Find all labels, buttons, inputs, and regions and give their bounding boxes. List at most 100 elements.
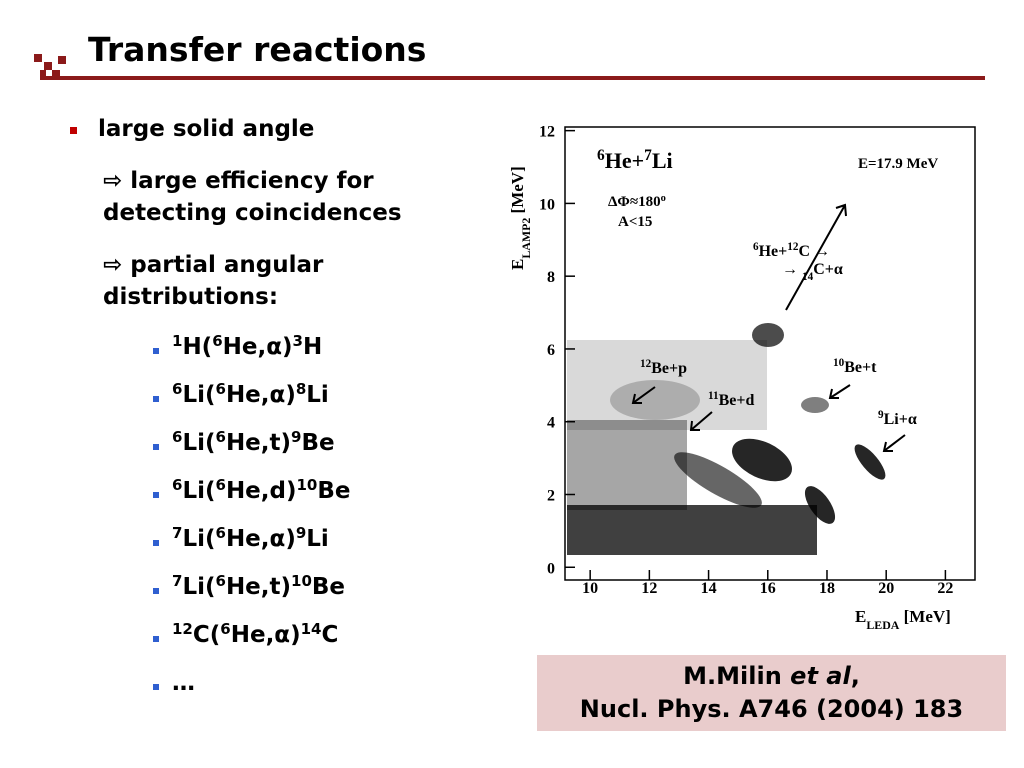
- reaction: 7Li(6He,t)10Be: [172, 572, 345, 601]
- x-tick-label: 14: [701, 580, 717, 597]
- bullet: [153, 348, 159, 354]
- system-label: 6He+7Li: [597, 147, 673, 174]
- y-tick-label: 12: [539, 124, 555, 141]
- text-part: 6: [172, 428, 183, 446]
- sub-bullet-cont: distributions:: [103, 284, 279, 310]
- text-part: Be+d: [719, 392, 755, 409]
- text-part: 8: [295, 380, 307, 398]
- text-part: 6: [215, 380, 226, 398]
- energy-label: E=17.9 MeV: [858, 156, 938, 172]
- arrow: ⇨: [103, 168, 123, 194]
- slide-title: Transfer reactions: [88, 30, 427, 69]
- reference: M.Milin et al, Nucl. Phys. A746 (2004) 1…: [537, 655, 1006, 731]
- title-rule: [40, 76, 985, 80]
- bullet: [153, 540, 159, 546]
- x-tick-label: 20: [878, 580, 894, 597]
- text-part: 12: [640, 358, 652, 370]
- text-part: He,t): [225, 430, 292, 456]
- text-part: C →: [798, 243, 830, 260]
- text-part: 10: [291, 572, 312, 590]
- text-part: Be: [301, 430, 335, 456]
- text-part: He,α): [225, 382, 296, 408]
- text-part: E: [855, 607, 866, 626]
- text-part: Li(: [182, 382, 216, 408]
- text: large efficiency for: [130, 168, 374, 194]
- text-part: ΔΦ≈180: [608, 194, 661, 210]
- text-part: C(: [192, 622, 221, 648]
- y-axis-label: ELAMP2 [MeV]: [508, 166, 533, 270]
- text-part: H(: [182, 334, 213, 360]
- ref-line: M.Milin et al,: [537, 660, 1006, 693]
- punct: ,: [850, 662, 860, 690]
- text-part: 14: [802, 271, 814, 283]
- annotation: 10Be+t: [833, 357, 877, 376]
- x-axis-label: ELEDA [MeV]: [855, 607, 951, 632]
- sub-bullet: ⇨ partial angular: [103, 252, 323, 278]
- bullet: [153, 396, 159, 402]
- text-part: 6: [220, 620, 231, 638]
- text-part: 6: [212, 332, 223, 350]
- text-part: Li(: [182, 430, 216, 456]
- text-part: He,d): [225, 478, 297, 504]
- text-part: He,α): [225, 526, 296, 552]
- text-part: Li: [306, 526, 329, 552]
- bullet: [153, 588, 159, 594]
- sub-bullet: ⇨ large efficiency for: [103, 168, 374, 194]
- text-part: 10: [833, 357, 845, 369]
- text-part: 10: [296, 476, 318, 494]
- reaction: 6Li(6He,t)9Be: [172, 428, 335, 457]
- bullet-text: large solid angle: [98, 116, 315, 142]
- y-tick-label: 4: [547, 415, 555, 432]
- sub-bullet-cont: detecting coincidences: [103, 200, 402, 226]
- text-part: →: [782, 261, 802, 278]
- y-tick-label: 8: [547, 269, 555, 286]
- reaction: 12C(6He,α)14C: [172, 620, 339, 649]
- text-part: 1: [172, 332, 183, 350]
- text-part: Be+p: [651, 360, 687, 377]
- ref-line: Nucl. Phys. A746 (2004) 183: [579, 695, 964, 723]
- arrow: ⇨: [103, 252, 123, 278]
- text-part: C: [321, 622, 339, 648]
- text-part: Li: [306, 382, 329, 408]
- bullet: [153, 492, 159, 498]
- text-part: Be: [317, 478, 351, 504]
- text-part: He,α): [230, 622, 301, 648]
- x-tick-label: 22: [937, 580, 953, 597]
- reaction: 6Li(6He,d)10Be: [172, 476, 351, 505]
- text-part: 6: [215, 572, 226, 590]
- cut-label: ΔΦ≈180o: [608, 193, 666, 211]
- text-part: 7: [172, 524, 183, 542]
- text-part: 6: [597, 147, 605, 164]
- reaction: 6Li(6He,α)8Li: [172, 380, 329, 409]
- text-part: H: [302, 334, 323, 360]
- text-part: 11: [708, 390, 719, 402]
- arrows: [631, 203, 906, 452]
- authors: M.Milin: [683, 662, 782, 690]
- bullet: [153, 444, 159, 450]
- annotation: → 14C+α: [782, 261, 843, 283]
- text-part: 12: [787, 241, 799, 253]
- text-part: …: [172, 670, 195, 696]
- text-part: LEDA: [866, 618, 899, 632]
- y-tick-label: 10: [539, 196, 555, 213]
- text-part: 6: [215, 476, 226, 494]
- text-part: 9: [295, 524, 307, 542]
- text-part: 7: [644, 147, 652, 164]
- text-part: 3: [292, 332, 303, 350]
- text-part: [MeV]: [899, 607, 950, 626]
- text-part: Li(: [182, 526, 216, 552]
- text-part: He+: [605, 148, 644, 173]
- etal: et al: [790, 662, 851, 690]
- text-part: 6: [215, 524, 226, 542]
- text-part: Li(: [182, 574, 216, 600]
- text: partial angular: [130, 252, 324, 278]
- text-part: [MeV]: [508, 166, 527, 217]
- text-part: 9: [878, 409, 884, 421]
- reaction: 7Li(6He,α)9Li: [172, 524, 329, 553]
- logo: [34, 54, 66, 78]
- text-part: 6: [172, 380, 183, 398]
- reaction: 1H(6He,α)3H: [172, 332, 323, 361]
- x-tick-label: 12: [641, 580, 657, 597]
